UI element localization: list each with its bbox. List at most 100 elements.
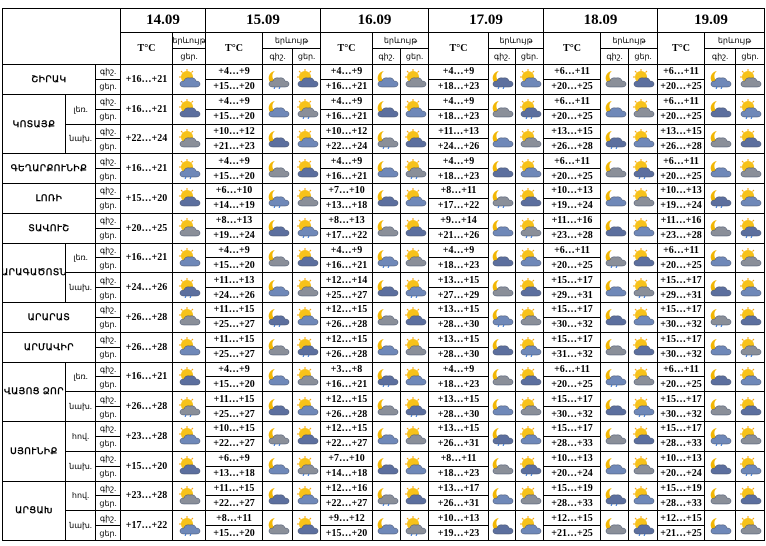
- icon-cell: [172, 153, 206, 184]
- weather-icon: [377, 487, 398, 506]
- night-temperature: +4…+9: [205, 242, 263, 259]
- icon-cell: [600, 93, 629, 125]
- weather-icon: [605, 220, 626, 237]
- weather-icon: [377, 309, 398, 326]
- day-header: ցեր.: [400, 48, 429, 65]
- icon-cell: [515, 391, 544, 422]
- icon-cell: [292, 480, 321, 512]
- weather-icon: [492, 428, 514, 447]
- night-temperature: +11…+15: [205, 391, 263, 408]
- icon-cell: [292, 93, 321, 125]
- day-temperature: +16…+21: [320, 257, 373, 274]
- day-temperature: +25…+27: [205, 406, 263, 422]
- temperature: +17…+22: [120, 510, 173, 541]
- weather-icon: [179, 396, 201, 417]
- night-temperature: +15…+17: [657, 331, 705, 348]
- region-name: ԳԵՂԱՐՔՈՒՆԻՔ: [2, 153, 96, 184]
- weather-icon: [633, 396, 655, 417]
- weather-icon: [710, 130, 732, 148]
- icon-cell: [515, 480, 544, 512]
- phenomenon-header: երևույթ: [704, 32, 765, 49]
- icon-cell: [735, 361, 765, 393]
- night-temperature: +15…+17: [543, 421, 601, 437]
- weather-icon: [740, 426, 762, 445]
- icon-cell: [262, 242, 293, 274]
- day-temperature: +29…+31: [543, 287, 601, 303]
- icon-cell: [600, 123, 629, 155]
- phenomenon-header: երևույթ: [262, 32, 321, 49]
- icon-cell: [292, 212, 321, 244]
- weather-icon: [710, 339, 732, 356]
- day-temperature: +21…+26: [428, 227, 489, 244]
- night-temperature: +4…+9: [428, 93, 489, 110]
- weather-icon: [519, 426, 541, 445]
- weather-icon: [633, 188, 655, 207]
- date-header: 15.09: [205, 8, 321, 33]
- weather-icon: [404, 307, 426, 326]
- icon-cell: [488, 93, 516, 125]
- weather-icon: [268, 101, 289, 118]
- day-temperature: +26…+31: [428, 435, 489, 452]
- weather-icon: [404, 128, 426, 148]
- icon-cell: [704, 272, 736, 303]
- day-temperature: +15…+20: [320, 525, 373, 541]
- day-temperature: +31…+32: [543, 346, 601, 363]
- phenomenon-header: երևույթ: [600, 32, 658, 49]
- day-label: ցեր.: [95, 227, 121, 244]
- weather-icon: [296, 515, 318, 534]
- day-temperature: +22…+27: [205, 435, 263, 452]
- night-temperature: +13…+15: [428, 391, 489, 408]
- sub-region: հով.: [65, 421, 96, 452]
- icon-cell: [172, 183, 206, 214]
- night-temperature: +6…+9: [205, 450, 263, 467]
- icon-cell: [735, 480, 765, 512]
- weather-icon: [710, 368, 732, 386]
- day-temperature: +13…+18: [205, 465, 263, 482]
- day-temperature: +20…+25: [543, 108, 601, 125]
- day-temperature: +15…+20: [205, 257, 263, 274]
- day-temperature: +17…+22: [320, 227, 373, 244]
- weather-icon: [633, 69, 655, 88]
- temperature: +16…+21: [120, 153, 173, 184]
- day-header: ցեր.: [292, 48, 321, 65]
- day-temperature: +24…+26: [205, 287, 263, 303]
- day-temperature: +30…+32: [657, 346, 705, 363]
- weather-icon: [404, 515, 426, 536]
- temperature: +24…+26: [120, 272, 173, 303]
- day-label: ցեր.: [95, 406, 121, 422]
- night-temperature: +15…+17: [657, 391, 705, 408]
- night-header: գիշ.: [372, 48, 401, 65]
- temperature: +16…+21: [120, 361, 173, 393]
- icon-cell: [488, 361, 516, 393]
- night-temperature: +4…+9: [428, 361, 489, 378]
- day-temperature: +15…+20: [205, 108, 263, 125]
- icon-cell: [488, 480, 516, 512]
- icon-cell: [372, 421, 401, 452]
- icon-cell: [600, 272, 629, 303]
- weather-icon: [179, 158, 201, 179]
- icon-cell: [628, 93, 658, 125]
- weather-icon: [519, 69, 541, 88]
- weather-icon: [404, 218, 426, 237]
- night-label: գիշ.: [95, 64, 121, 80]
- icon-cell: [704, 361, 736, 393]
- weather-icon: [492, 160, 514, 177]
- day-label: ցեր.: [95, 168, 121, 184]
- icon-cell: [488, 242, 516, 274]
- weather-icon: [633, 456, 655, 475]
- icon-cell: [704, 242, 736, 274]
- night-label: գիշ.: [95, 272, 121, 289]
- date-header: 14.09: [120, 8, 206, 33]
- day-temperature: +14…+19: [205, 197, 263, 214]
- icon-cell: [628, 212, 658, 244]
- icon-cell: [704, 510, 736, 541]
- icon-cell: [400, 391, 429, 422]
- weather-icon: [296, 69, 318, 88]
- weather-icon: [519, 307, 541, 326]
- icon-cell: [172, 421, 206, 452]
- icon-cell: [704, 153, 736, 184]
- icon-cell: [172, 450, 206, 482]
- weather-icon: [404, 426, 426, 445]
- day-temperature: +25…+27: [320, 287, 373, 303]
- icon-cell: [262, 153, 293, 184]
